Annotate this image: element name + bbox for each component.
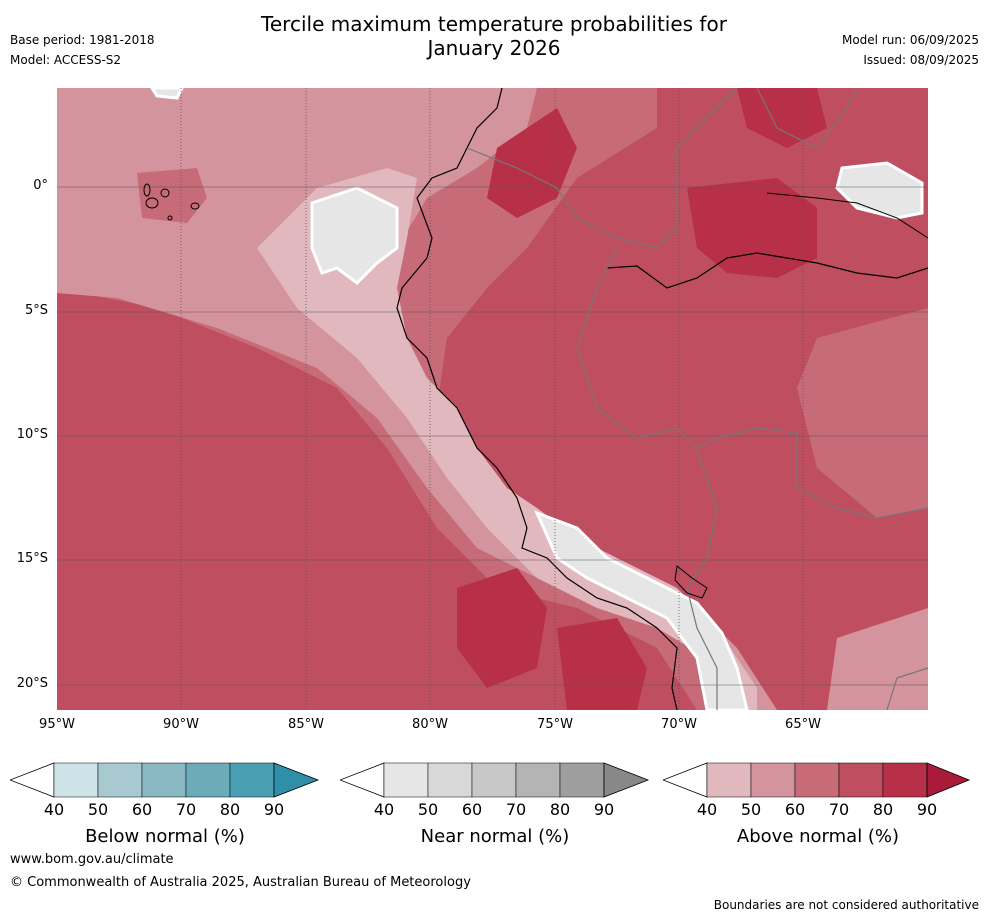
lon-label-75w: 75°W — [537, 717, 573, 732]
shade-80-south-peru — [557, 618, 647, 710]
colorbar-below-normal: 40 50 60 70 80 90 Below normal (%) — [10, 762, 320, 852]
below-tick-90: 90 — [263, 800, 285, 819]
near-normal-patch-north — [310, 186, 399, 285]
colorbar-below-swatches — [10, 762, 320, 798]
below-tick-70: 70 — [175, 800, 197, 819]
above-tick-70: 70 — [828, 800, 850, 819]
map-title: Tercile maximum temperature probabilitie… — [0, 12, 988, 60]
below-tick-60: 60 — [131, 800, 153, 819]
meta-left: Base period: 1981-2018 Model: ACCESS-S2 — [10, 30, 155, 70]
near-tick-70: 70 — [505, 800, 527, 819]
shade-east-50 — [797, 308, 928, 518]
colorbar-above-normal: 40 50 60 70 80 90 Above normal (%) — [663, 762, 973, 852]
lat-label-15s: 15°S — [16, 551, 48, 566]
above-tick-80: 80 — [872, 800, 894, 819]
near-tick-90: 90 — [593, 800, 615, 819]
above-tick-90: 90 — [916, 800, 938, 819]
near-normal-patch-coast — [534, 510, 749, 710]
lat-label-20s: 20°S — [16, 676, 48, 691]
shade-80-east — [687, 178, 817, 278]
lake-titicaca — [674, 565, 708, 599]
meta-right: Model run: 06/09/2025 Issued: 08/09/2025 — [842, 30, 979, 70]
shade-galapagos-50 — [137, 168, 207, 223]
country-borders — [466, 88, 928, 710]
colorbar-near-swatches — [340, 762, 650, 798]
coastline — [396, 88, 678, 710]
above-tick-50: 50 — [740, 800, 762, 819]
below-tick-40: 40 — [43, 800, 65, 819]
footer-copyright: © Commonwealth of Australia 2025, Austra… — [10, 875, 471, 890]
lat-label-0: 0° — [33, 178, 48, 193]
title-line-2: January 2026 — [427, 36, 561, 60]
model-name: Model: ACCESS-S2 — [10, 53, 122, 67]
issued-date: Issued: 08/09/2025 — [863, 53, 979, 67]
galapagos-islands — [143, 183, 200, 221]
shade-80-amazon — [487, 108, 577, 218]
lon-label-80w: 80°W — [412, 717, 448, 732]
lon-label-85w: 85°W — [288, 717, 324, 732]
near-normal-title: Near normal (%) — [420, 826, 570, 847]
near-tick-60: 60 — [461, 800, 483, 819]
lat-label-10s: 10°S — [16, 427, 48, 442]
above-tick-60: 60 — [784, 800, 806, 819]
near-tick-50: 50 — [417, 800, 439, 819]
near-normal-patch-top — [150, 88, 184, 100]
shade-80-south-pacific — [457, 568, 547, 688]
lon-label-95w: 95°W — [39, 717, 75, 732]
colorbar-above-swatches — [663, 762, 971, 798]
title-line-1: Tercile maximum temperature probabilitie… — [261, 12, 727, 36]
model-run: Model run: 06/09/2025 — [841, 33, 979, 47]
lat-label-5s: 5°S — [24, 303, 48, 318]
colorbar-near-normal: 40 50 60 70 80 90 Near normal (%) — [340, 762, 650, 852]
above-normal-title: Above normal (%) — [736, 826, 900, 847]
below-tick-50: 50 — [87, 800, 109, 819]
boundaries-note: Boundaries are not considered authoritat… — [713, 898, 979, 912]
near-tick-40: 40 — [373, 800, 395, 819]
lon-label-65w: 65°W — [785, 717, 821, 732]
base-period: Base period: 1981-2018 — [10, 33, 155, 47]
probability-map — [57, 88, 928, 710]
lon-label-90w: 90°W — [163, 717, 199, 732]
near-normal-patch-east — [835, 161, 924, 220]
near-tick-80: 80 — [549, 800, 571, 819]
shade-se-40 — [827, 608, 928, 710]
above-tick-40: 40 — [696, 800, 718, 819]
footer-url[interactable]: www.bom.gov.au/climate — [10, 852, 174, 867]
latitude-lines — [57, 186, 928, 686]
below-normal-title: Below normal (%) — [85, 826, 245, 847]
lon-label-70w: 70°W — [661, 717, 697, 732]
amazon-north-river — [766, 192, 928, 239]
shade-80-ne — [737, 88, 827, 148]
below-tick-80: 80 — [219, 800, 241, 819]
amazon-river — [606, 252, 928, 289]
